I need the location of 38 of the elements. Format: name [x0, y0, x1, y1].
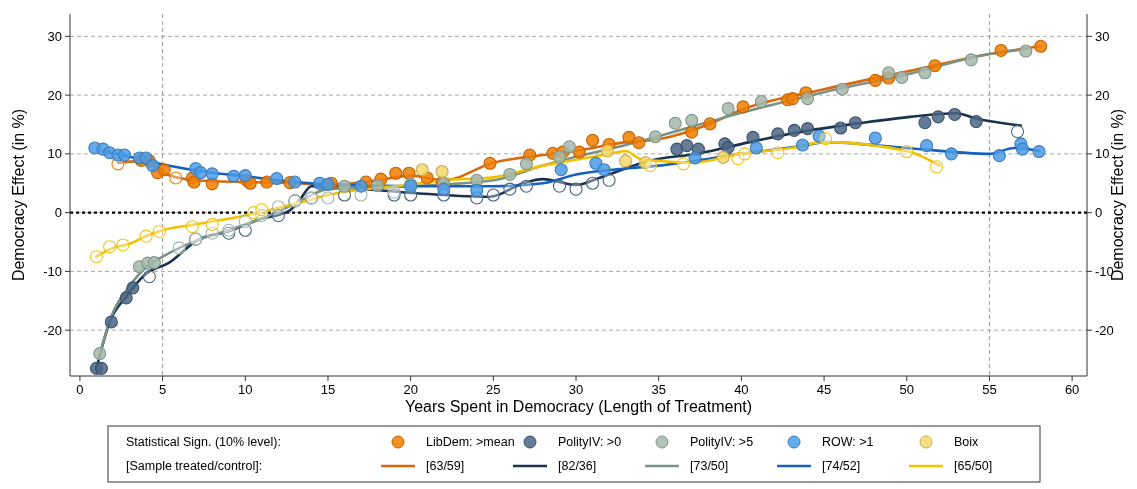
y-tick-label: 30: [47, 28, 62, 44]
x-tick-label: 55: [982, 382, 997, 397]
x-tick-label: 10: [238, 382, 253, 397]
y-tick-label: 10: [47, 146, 62, 162]
y-tick-label: 20: [47, 87, 62, 103]
text: [Sample treated/control]:: [126, 459, 263, 473]
legend-label: [74/52]: [822, 459, 861, 473]
legend-label: LibDem: >mean: [426, 435, 515, 449]
x-tick-label: 25: [486, 382, 501, 397]
legend-label: [73/50]: [690, 459, 729, 473]
x-tick-label: 35: [651, 382, 666, 397]
legend-label: [65/50]: [954, 459, 993, 473]
y2-tick-label: 20: [1095, 87, 1110, 103]
x-tick-label: 30: [568, 382, 584, 397]
x-tick-label: 45: [816, 382, 832, 397]
y-tick-label: -10: [43, 263, 62, 279]
x-tick-label: 50: [899, 382, 914, 397]
y2-tick-label: 30: [1095, 28, 1110, 44]
legend-label: PolityIV: >0: [558, 435, 622, 449]
y2-tick-label: 0: [1095, 205, 1103, 221]
x-tick-label: 15: [320, 382, 336, 397]
y2-tick-label: -20: [1095, 322, 1114, 338]
x-tick-label: 0: [76, 382, 84, 397]
x-tick-label: 60: [1064, 382, 1080, 397]
legend-label: Boix: [954, 435, 980, 449]
legend-label: [63/59]: [426, 459, 465, 473]
y-tick-label: 0: [54, 205, 62, 221]
x-tick-label: 20: [403, 382, 418, 397]
legend-label: [82/36]: [558, 459, 597, 473]
y2-tick-label: 10: [1095, 146, 1110, 162]
legend-label: ROW: >1: [822, 435, 874, 449]
x-tick-label: 5: [158, 382, 167, 397]
x-tick-label: 40: [734, 382, 749, 397]
legend-label: PolityIV: >5: [690, 435, 754, 449]
y-axis-title: Democracy Effect (in %): [10, 108, 27, 282]
y-tick-label: -20: [43, 322, 62, 338]
x-axis-title: Years Spent in Democracy (Length of Treatment): [404, 398, 753, 415]
text: Statistical Sign. (10% level):: [126, 435, 281, 449]
